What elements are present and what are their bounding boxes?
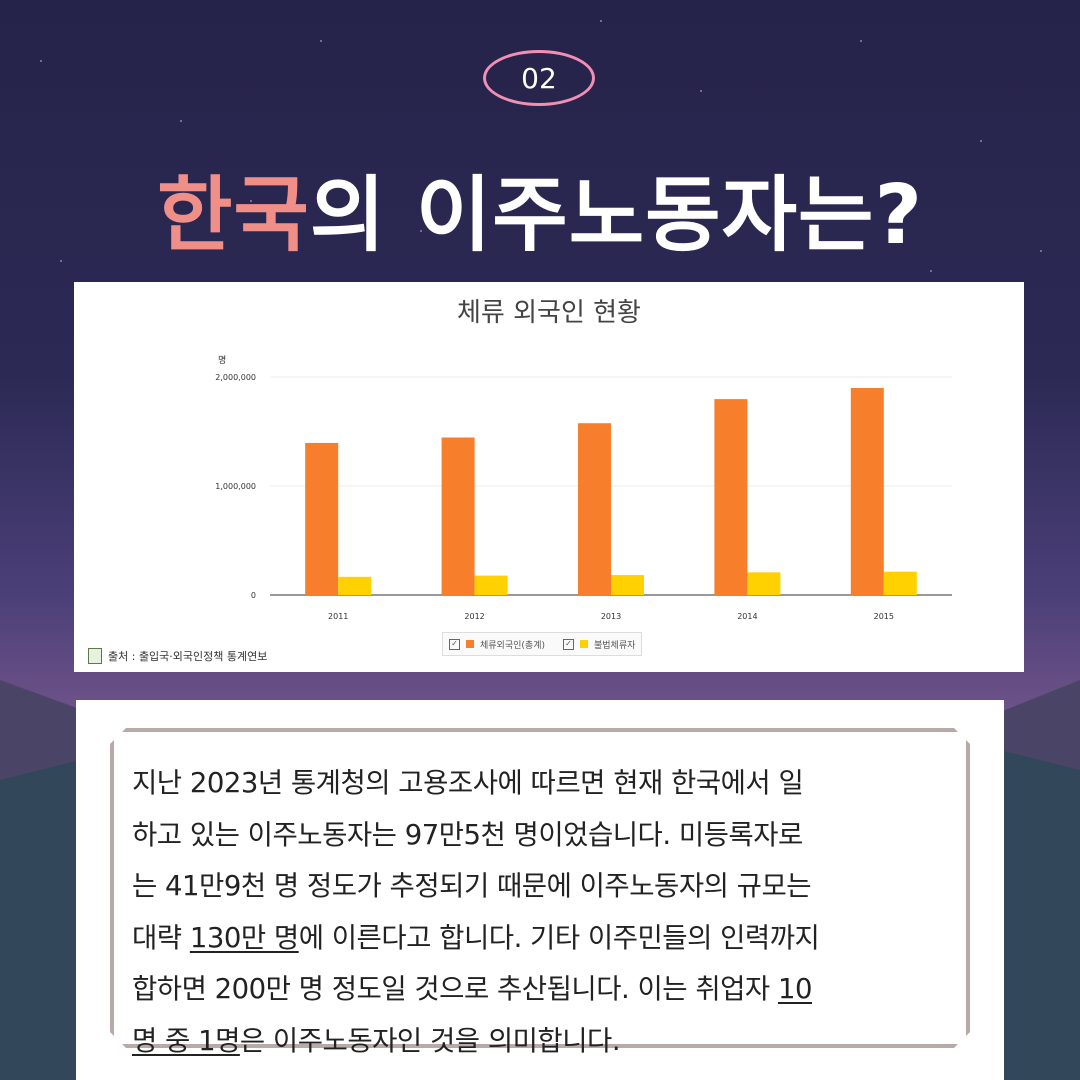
- x-tick-label: 2014: [737, 612, 757, 621]
- bar-chart: 명 0 1,000,000 2,000,000 2011 2012 2013 2014 2015: [215, 355, 952, 621]
- bar-total-2011: [305, 442, 339, 595]
- highlight-10: 10: [777, 973, 813, 1005]
- legend-swatch-2: [579, 640, 588, 648]
- chart-source: 출처 : 출입국·외국인정책 통계연보: [88, 648, 267, 664]
- legend-checkbox-1[interactable]: ✓: [449, 638, 460, 650]
- bar-illegal-2012: [474, 575, 508, 595]
- chart-legend: ✓ 체류외국인(총계) ✓ 불법체류자: [442, 632, 643, 656]
- body-line-6-post: 은 이주노동자인 것을 의미합니다.: [239, 1024, 621, 1057]
- chart-card: 체류 외국인 현황 명 0 1,000,000 2,000,000 2011 2012 20…: [74, 282, 1024, 672]
- page-title-accent: 한국: [156, 168, 310, 263]
- legend-label-1: 체류외국인(총계): [480, 640, 545, 651]
- highlight-1-in-10: 명 중 1명: [132, 1024, 240, 1057]
- page-title: 한국의 이주노동자는?: [0, 148, 1080, 267]
- legend-label-2: 불법체류자: [593, 640, 636, 651]
- legend-swatch-1: [466, 640, 474, 648]
- highlight-130man: 130만 명: [189, 921, 299, 954]
- chart-source-text: 출처 : 출입국·외국인정책 통계연보: [108, 650, 268, 663]
- body-line-2: 하고 있는 이주노동자는 97만5천 명이었습니다. 미등록자로: [132, 818, 803, 851]
- body-text: 지난 2023년 통계청의 고용조사에 따르면 현재 한국에서 일 하고 있는 …: [132, 758, 962, 1067]
- body-line-4-pre: 대략: [132, 921, 190, 954]
- body-line-4: 대략 130만 명에 이른다고 합니다. 기타 이주민들의 인력까지: [132, 913, 962, 965]
- bar-illegal-2013: [611, 575, 644, 595]
- text-card-frame: [110, 728, 970, 1048]
- document-icon: [88, 648, 102, 664]
- legend-checkbox-2[interactable]: ✓: [562, 638, 574, 650]
- x-tick-label: 2012: [464, 612, 484, 621]
- y-axis-label: 명: [218, 355, 226, 366]
- body-line-5-pre: 합하면 200만 명 정도일 것으로 추산됩니다. 이는 취업자: [132, 973, 778, 1005]
- body-line-4-post: 에 이른다고 합니다. 기타 이주민들의 인력까지: [298, 921, 820, 954]
- bar-total-2015: [850, 388, 884, 595]
- body-line-6: 명 중 1명은 이주노동자인 것을 의미합니다.: [132, 1016, 962, 1068]
- bar-illegal-2015: [883, 571, 917, 595]
- bar-total-2013: [578, 423, 611, 595]
- bar-total-2012: [441, 437, 475, 595]
- y-tick-label: 2,000,000: [215, 373, 256, 382]
- x-tick-label: 2011: [328, 612, 348, 621]
- body-line-5: 합하면 200만 명 정도일 것으로 추산됩니다. 이는 취업자 10: [132, 964, 962, 1016]
- bar-total-2014: [714, 399, 748, 595]
- bar-illegal-2014: [747, 572, 781, 595]
- x-tick-label: 2015: [874, 612, 894, 621]
- page-title-rest: 의 이주노동자는?: [309, 168, 924, 263]
- body-line-1: 지난 2023년 통계청의 고용조사에 따르면 현재 한국에서 일: [132, 767, 804, 799]
- section-number-badge: 02: [483, 50, 595, 106]
- y-tick-label: 0: [251, 591, 256, 600]
- chart-title: 체류 외국인 현황: [457, 298, 641, 328]
- body-line-3: 는 41만9천 명 정도가 추정되기 때문에 이주노동자의 규모는: [132, 870, 812, 902]
- x-tick-label: 2013: [601, 612, 621, 621]
- text-card: [76, 700, 1004, 1080]
- y-tick-label: 1,000,000: [215, 482, 256, 491]
- bar-illegal-2011: [338, 576, 372, 595]
- section-number: 02: [521, 61, 557, 95]
